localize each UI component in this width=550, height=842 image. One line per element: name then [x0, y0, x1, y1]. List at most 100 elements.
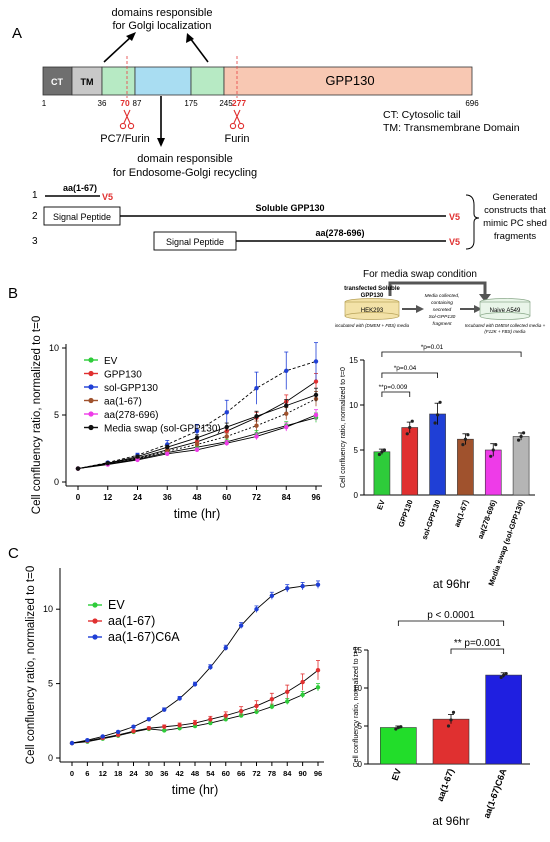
legend-marker	[88, 411, 94, 417]
replicate-point	[408, 425, 412, 430]
x-tick-label: 66	[237, 769, 245, 778]
significance-label: *p=0.04	[394, 365, 417, 372]
replicate-point	[504, 671, 508, 676]
data-point	[285, 689, 290, 694]
x-tick-label: 60	[222, 769, 230, 778]
bar	[432, 718, 470, 765]
data-point	[194, 428, 200, 434]
data-point	[300, 583, 305, 589]
data-point	[146, 726, 152, 731]
data-point	[313, 359, 319, 364]
data-point	[315, 668, 321, 673]
golgi-domain-2	[190, 66, 225, 96]
y-axis-label: Cell confluency ratio, normalized to t=0	[340, 367, 347, 488]
x-tick-label: 96	[314, 769, 322, 778]
significance-label: **p=0.009	[379, 384, 408, 391]
bar	[512, 436, 530, 496]
legend-label: Media swap (sol-GPP130)	[104, 424, 221, 435]
data-point	[300, 679, 305, 685]
chart-caption: at 96hr	[433, 577, 470, 591]
data-point	[192, 682, 198, 687]
swap-mid-note-4: Sol-GPP130	[429, 314, 456, 320]
data-point	[208, 717, 213, 722]
x-tick-label: 48	[193, 493, 202, 502]
construct-2-signal: Signal Peptide	[53, 212, 111, 222]
data-point	[254, 703, 259, 709]
series-line	[71, 669, 319, 744]
data-point	[284, 403, 289, 408]
replicate-point	[438, 400, 442, 404]
construct-3-tag: V5	[449, 237, 460, 247]
gpp130-lumenal-domain	[223, 66, 473, 96]
y-tick-label: 5	[354, 446, 359, 455]
legend-marker	[92, 634, 98, 640]
panel-a: A domains responsible for Golgi localiza…	[12, 7, 547, 251]
data-point	[269, 704, 275, 709]
swap-arrow-top-head	[479, 294, 491, 302]
arrow-recycling-head	[157, 138, 165, 147]
x-tick-label: 72	[252, 493, 261, 502]
data-point	[192, 720, 198, 726]
pos-87: 87	[133, 99, 142, 108]
data-point	[194, 447, 200, 453]
swap-target-cell: Naive A549	[490, 308, 521, 314]
x-tick-label: 24	[129, 769, 138, 778]
replicate-point	[466, 433, 470, 437]
swap-source-title-1: transfected Soluble	[344, 286, 400, 292]
constructs-note-3: mimic PC shed	[483, 218, 547, 229]
legend-label: sol-GPP130	[104, 383, 158, 394]
data-point	[254, 386, 259, 391]
category-label: GPP130	[396, 499, 414, 529]
data-point	[162, 724, 167, 729]
replicate-point	[502, 673, 506, 677]
swap-target-note-1: Incubated with DMEM collected media +	[465, 323, 546, 328]
category-label: sol-GPP130	[420, 499, 443, 541]
replicate-point	[519, 434, 523, 439]
x-tick-label: 30	[145, 769, 153, 778]
golgi-note-line1: domains responsible	[112, 7, 213, 19]
panel-b: B For media swap condition transfected S…	[8, 269, 546, 591]
category-label: aa(1-67)C6A	[481, 767, 508, 820]
bar	[401, 427, 419, 496]
legend-tm: TM: Transmembrane Domain	[383, 122, 520, 134]
data-point	[254, 607, 259, 612]
x-tick-label: 60	[222, 493, 231, 502]
data-point	[269, 697, 275, 702]
data-point	[85, 737, 90, 743]
enzyme-left-label: PC7/Furin	[100, 133, 150, 145]
data-point	[254, 423, 259, 428]
panel-a-label: A	[12, 25, 22, 42]
replicate-point	[446, 724, 451, 728]
data-point	[313, 379, 319, 384]
x-tick-label: 90	[298, 769, 306, 778]
panel-c-legend: EV aa(1-67) aa(1-67)C6A	[88, 598, 180, 644]
swap-arrow-mid-head	[416, 305, 424, 313]
arrow-golgi-left-head	[126, 32, 136, 41]
significance-label: *p=0.01	[421, 344, 444, 351]
data-point	[162, 707, 167, 712]
swap-source-cell: HEK293	[361, 308, 384, 314]
data-point	[177, 723, 182, 728]
replicate-point	[399, 725, 403, 729]
data-point	[75, 466, 81, 471]
y-tick-label: 15	[349, 356, 358, 365]
data-point	[131, 729, 136, 734]
construct-1-name: aa(1-67)	[63, 183, 97, 193]
x-tick-label: 42	[175, 769, 183, 778]
data-point	[177, 696, 182, 701]
data-point	[105, 461, 110, 466]
replicate-point	[380, 450, 384, 454]
data-point	[146, 717, 152, 722]
swap-source-note: incubated with (DMEM + FBS) media	[335, 323, 410, 328]
legend-label: aa(278-696)	[104, 410, 158, 421]
y-axis-label: Cell confluency ratio, normalized to t=0	[353, 646, 360, 767]
y-tick-label: 0	[354, 491, 359, 500]
panel-c: C 0 5 10 0 6 12 18 24 30 36 42 48 54 60 66 72 78 84 90 96 Ce…	[8, 545, 530, 828]
replicate-point	[410, 419, 414, 423]
pos-36: 36	[98, 99, 107, 108]
data-point	[208, 720, 213, 726]
x-tick-label: 24	[133, 493, 142, 502]
data-point	[224, 434, 229, 439]
arrow-golgi-right	[189, 37, 209, 63]
